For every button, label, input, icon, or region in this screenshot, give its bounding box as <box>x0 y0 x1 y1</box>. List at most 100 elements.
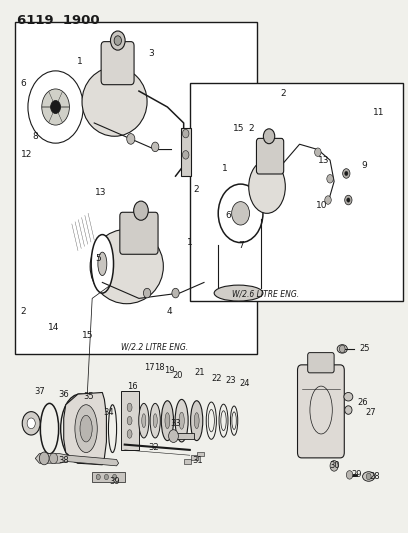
Circle shape <box>327 174 333 183</box>
Circle shape <box>182 151 189 159</box>
Ellipse shape <box>127 403 132 411</box>
Text: 1: 1 <box>222 164 227 173</box>
Ellipse shape <box>139 403 149 438</box>
Text: 2: 2 <box>280 89 286 98</box>
Circle shape <box>346 471 353 479</box>
Text: 1: 1 <box>77 58 83 66</box>
Text: 19: 19 <box>164 366 175 375</box>
Text: 13: 13 <box>95 188 106 197</box>
Text: 10: 10 <box>316 201 328 210</box>
Ellipse shape <box>345 406 352 414</box>
Text: 7: 7 <box>238 241 244 250</box>
Text: 2: 2 <box>193 185 199 194</box>
Ellipse shape <box>150 403 160 438</box>
Circle shape <box>169 430 178 442</box>
Bar <box>171 433 194 439</box>
Circle shape <box>42 89 69 125</box>
Text: 1: 1 <box>187 238 193 247</box>
Circle shape <box>232 201 250 225</box>
Text: W/2.2 LITRE ENG.: W/2.2 LITRE ENG. <box>121 343 188 352</box>
Text: 6119  1900: 6119 1900 <box>17 14 100 27</box>
FancyBboxPatch shape <box>308 353 334 373</box>
Text: 24: 24 <box>239 379 250 388</box>
Circle shape <box>144 288 151 298</box>
FancyBboxPatch shape <box>101 42 134 85</box>
Ellipse shape <box>179 412 184 429</box>
Circle shape <box>339 345 345 353</box>
Circle shape <box>172 288 179 298</box>
FancyBboxPatch shape <box>257 139 284 174</box>
FancyBboxPatch shape <box>297 365 344 458</box>
Circle shape <box>151 142 159 152</box>
Circle shape <box>218 184 263 243</box>
Bar <box>181 128 191 176</box>
Text: 13: 13 <box>318 156 330 165</box>
Circle shape <box>27 418 35 429</box>
Circle shape <box>330 461 338 471</box>
Text: 18: 18 <box>154 363 164 372</box>
Circle shape <box>49 453 58 464</box>
Circle shape <box>22 411 40 435</box>
Circle shape <box>347 198 350 202</box>
Ellipse shape <box>127 416 132 425</box>
Ellipse shape <box>142 414 146 427</box>
Text: 31: 31 <box>193 456 203 465</box>
Circle shape <box>39 452 49 465</box>
Circle shape <box>96 474 100 480</box>
Text: 15: 15 <box>233 124 244 133</box>
Text: 17: 17 <box>144 363 154 372</box>
Ellipse shape <box>249 160 285 213</box>
Text: 27: 27 <box>366 408 376 417</box>
Text: 30: 30 <box>329 462 339 470</box>
Bar <box>184 459 191 464</box>
Text: W/2.6 LITRE ENG.: W/2.6 LITRE ENG. <box>233 290 299 299</box>
Circle shape <box>343 168 350 178</box>
Ellipse shape <box>80 415 92 442</box>
Ellipse shape <box>363 472 375 481</box>
Text: 20: 20 <box>172 371 183 380</box>
Ellipse shape <box>90 229 163 304</box>
Text: 2: 2 <box>20 307 26 316</box>
Circle shape <box>134 201 148 220</box>
Bar <box>92 472 125 482</box>
Text: 22: 22 <box>211 374 222 383</box>
Circle shape <box>127 134 135 144</box>
Bar <box>190 83 403 301</box>
Ellipse shape <box>337 345 347 353</box>
Circle shape <box>51 101 60 114</box>
Text: 28: 28 <box>370 472 380 481</box>
Text: 35: 35 <box>83 392 93 401</box>
Text: 25: 25 <box>359 344 370 353</box>
Polygon shape <box>64 392 106 465</box>
Text: 26: 26 <box>357 398 368 407</box>
Circle shape <box>366 473 371 480</box>
Bar <box>121 391 139 450</box>
Ellipse shape <box>82 67 147 136</box>
Ellipse shape <box>165 413 170 429</box>
Circle shape <box>111 31 125 50</box>
Polygon shape <box>35 454 119 466</box>
Text: 21: 21 <box>195 368 205 377</box>
Text: 3: 3 <box>148 50 154 58</box>
Ellipse shape <box>214 285 263 301</box>
Circle shape <box>114 36 122 45</box>
Circle shape <box>315 148 321 157</box>
Text: 23: 23 <box>225 376 236 385</box>
Ellipse shape <box>91 235 113 293</box>
Circle shape <box>113 474 117 480</box>
Text: 16: 16 <box>128 382 138 391</box>
Ellipse shape <box>153 414 157 427</box>
Text: 9: 9 <box>362 161 368 170</box>
Circle shape <box>264 129 275 144</box>
Text: 6: 6 <box>20 78 26 87</box>
Text: 15: 15 <box>82 331 94 340</box>
Text: 11: 11 <box>373 108 385 117</box>
Text: 2: 2 <box>248 124 254 133</box>
Ellipse shape <box>194 413 199 429</box>
FancyBboxPatch shape <box>120 212 158 254</box>
Text: 4: 4 <box>166 307 172 316</box>
Text: 8: 8 <box>32 132 38 141</box>
Text: 36: 36 <box>58 390 69 399</box>
Ellipse shape <box>75 405 97 453</box>
Circle shape <box>325 196 331 204</box>
